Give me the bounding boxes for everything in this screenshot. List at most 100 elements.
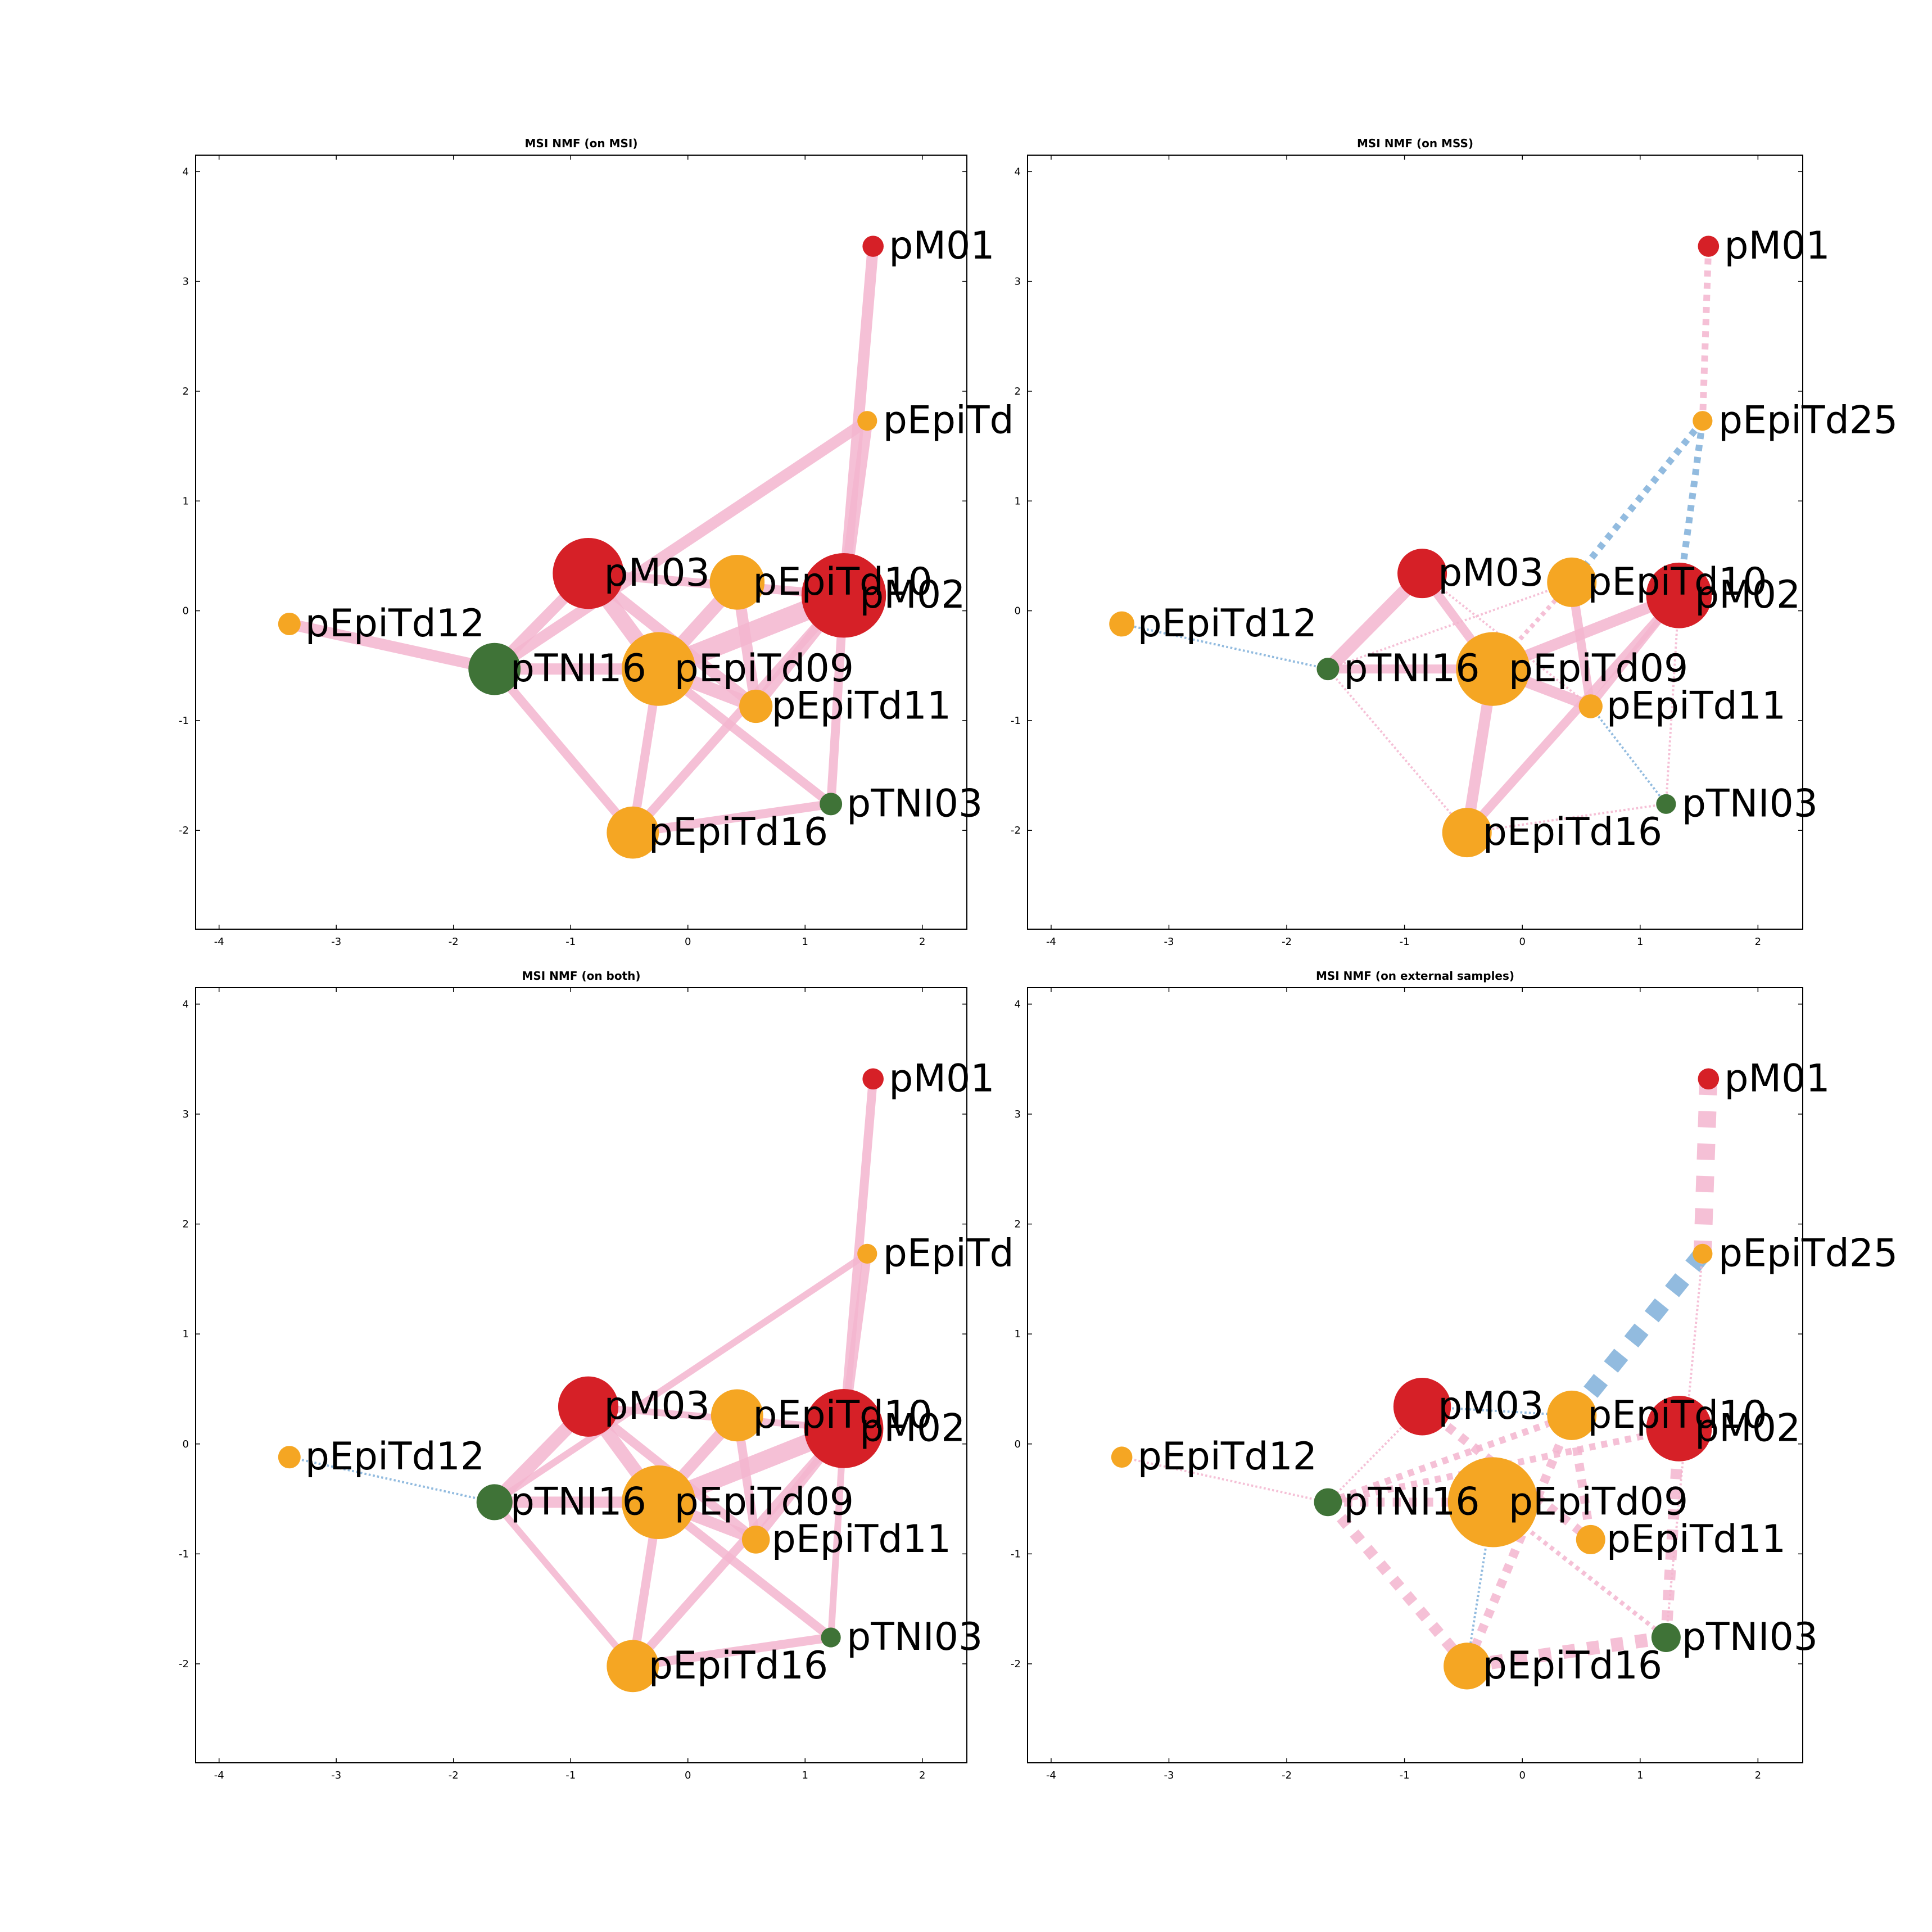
y-tick-label: -1 xyxy=(179,1548,189,1560)
x-tick-label: -3 xyxy=(1164,1770,1174,1781)
node-label-pEpiTd25: pEpiTd25 xyxy=(1718,399,1898,443)
node-label-pEpiTd09: pEpiTd09 xyxy=(1509,646,1688,691)
node-layer xyxy=(278,236,886,859)
edge-pM03-pEpiTd10 xyxy=(1422,1405,1572,1417)
edge-pTNI16-pEpiTd16 xyxy=(491,666,636,836)
edge-pM02-pEpiTd16 xyxy=(1463,592,1682,836)
x-tick-label: -3 xyxy=(331,1770,341,1781)
node-layer xyxy=(1109,236,1720,858)
plot-frame xyxy=(195,987,967,1763)
x-tick-label: -1 xyxy=(1400,936,1410,948)
node-pTNI16 xyxy=(1316,658,1340,681)
node-label-pEpiTd16: pEpiTd16 xyxy=(1483,1644,1662,1688)
node-pTNI03 xyxy=(821,1627,841,1648)
x-tick-label: -1 xyxy=(565,936,576,948)
node-layer xyxy=(1111,1068,1720,1690)
edge-pEpiTd25-pEpiTd10 xyxy=(1569,418,1705,585)
node-label-pEpiTd09: pEpiTd09 xyxy=(675,1479,854,1524)
edge-layer xyxy=(1121,1078,1718,1673)
x-tick-label: -2 xyxy=(1282,936,1292,948)
node-label-pEpiTd12: pEpiTd12 xyxy=(305,601,485,646)
node-pM03 xyxy=(1397,549,1447,599)
edge-pEpiTd12-pTNI16 xyxy=(1121,623,1328,671)
chart-panel-4: MSI NMF (on external samples) -4 -3 -2 -1 0 1 2… xyxy=(1011,969,1898,1781)
node-pEpiTd25 xyxy=(857,1243,877,1264)
y-tick-label: 1 xyxy=(183,1328,189,1340)
x-tick-label: 0 xyxy=(1519,1770,1525,1781)
x-tick-label: 0 xyxy=(1519,936,1525,948)
chart-title: MSI NMF (on MSS) xyxy=(1357,137,1473,150)
node-label-pM02: pM02 xyxy=(1695,573,1800,617)
node-pM03 xyxy=(558,1376,619,1437)
node-pM01 xyxy=(1698,1068,1720,1090)
node-pEpiTd10 xyxy=(1547,1390,1597,1440)
node-pM01 xyxy=(862,1068,884,1090)
x-tick-label: 0 xyxy=(685,936,691,948)
edge-pEpiTd11-pTNI03 xyxy=(1590,705,1667,805)
node-label-pEpiTd10: pEpiTd10 xyxy=(753,560,932,604)
node-label-pTNI16: pTNI16 xyxy=(1343,646,1479,691)
node-label-pM01: pM01 xyxy=(1724,1056,1830,1101)
edge-pTNI16-pEpiTd16 xyxy=(1327,668,1468,834)
edge-pM02-pEpiTd16 xyxy=(629,1426,848,1669)
node-pEpiTd16 xyxy=(607,806,659,859)
edge-pEpiTd25-pEpiTd10 xyxy=(1564,1248,1710,1421)
y-tick-label: 4 xyxy=(1015,166,1021,178)
y-tick-label: 0 xyxy=(183,1438,189,1450)
x-tick-label: -4 xyxy=(214,936,224,948)
x-tick-label: -3 xyxy=(331,936,341,948)
node-pEpiTd16 xyxy=(1444,1643,1491,1690)
node-pM02 xyxy=(804,1388,884,1468)
node-pEpiTd09 xyxy=(622,1465,696,1540)
y-tick-label: -2 xyxy=(179,825,189,836)
node-label-pTNI03: pTNI03 xyxy=(1682,1615,1818,1659)
edge-pEpiTd12-pTNI16 xyxy=(288,618,496,675)
y-tick-label: -2 xyxy=(179,1658,189,1670)
edge-pTNI16-pEpiTd16 xyxy=(492,1500,636,1668)
y-tick-label: -1 xyxy=(1011,1548,1021,1560)
node-pEpiTd09 xyxy=(1447,1457,1538,1548)
node-label-pTNI16: pTNI16 xyxy=(510,1479,646,1524)
node-pM03 xyxy=(553,537,624,609)
node-pEpiTd12 xyxy=(278,613,301,636)
node-label-pM03: pM03 xyxy=(604,551,710,595)
node-label-pM01: pM01 xyxy=(889,1056,994,1101)
node-label-pEpiTd11: pEpiTd11 xyxy=(1607,684,1786,729)
node-label-pTNI03: pTNI03 xyxy=(847,1615,983,1659)
chart-panel-2: MSI NMF (on MSS) -4 -3 -2 -1 0 1 2 -2 -1 0 1 2 3 4 pM01… xyxy=(1011,137,1898,948)
y-tick-label: 4 xyxy=(1015,998,1021,1010)
x-tick-label: -4 xyxy=(1046,936,1056,948)
x-tick-label: -4 xyxy=(214,1770,224,1781)
edge-pM03-pEpiTd11 xyxy=(1419,1402,1594,1544)
edge-pM02-pTNI03 xyxy=(1660,1428,1685,1638)
y-tick-label: 1 xyxy=(1015,495,1021,507)
chart-title: MSI NMF (on MSI) xyxy=(525,137,638,150)
plot-frame xyxy=(1027,155,1803,930)
node-pEpiTd11 xyxy=(741,1526,770,1554)
node-label-pM02: pM02 xyxy=(859,573,965,617)
y-tick-label: 2 xyxy=(183,1219,189,1230)
x-tick-label: 2 xyxy=(1755,1770,1761,1781)
x-tick-label: -1 xyxy=(565,1770,576,1781)
node-label-pEpiTd09: pEpiTd09 xyxy=(1509,1479,1688,1524)
node-pM01 xyxy=(862,236,884,257)
node-pEpiTd16 xyxy=(1442,808,1492,858)
node-label-pM03: pM03 xyxy=(604,1384,710,1428)
y-tick-label: 2 xyxy=(1015,386,1021,397)
edge-pM01-pEpiTd25 xyxy=(1693,1078,1718,1254)
node-label-pEpiTd16: pEpiTd16 xyxy=(1483,810,1662,854)
edge-pEpiTd12-pTNI16 xyxy=(289,1456,495,1504)
x-tick-label: 2 xyxy=(919,936,925,948)
node-label-pEpiTd11: pEpiTd11 xyxy=(1607,1517,1786,1562)
y-tick-label: 0 xyxy=(1015,1438,1021,1450)
node-label-pEpiTd10: pEpiTd10 xyxy=(1587,1393,1767,1437)
x-tick-label: 1 xyxy=(1637,936,1643,948)
x-tick-label: -4 xyxy=(1046,1770,1056,1781)
node-label-pTNI03: pTNI03 xyxy=(847,781,983,826)
edge-pM02-pTNI03 xyxy=(1664,595,1680,804)
y-tick-label: 3 xyxy=(183,276,189,288)
